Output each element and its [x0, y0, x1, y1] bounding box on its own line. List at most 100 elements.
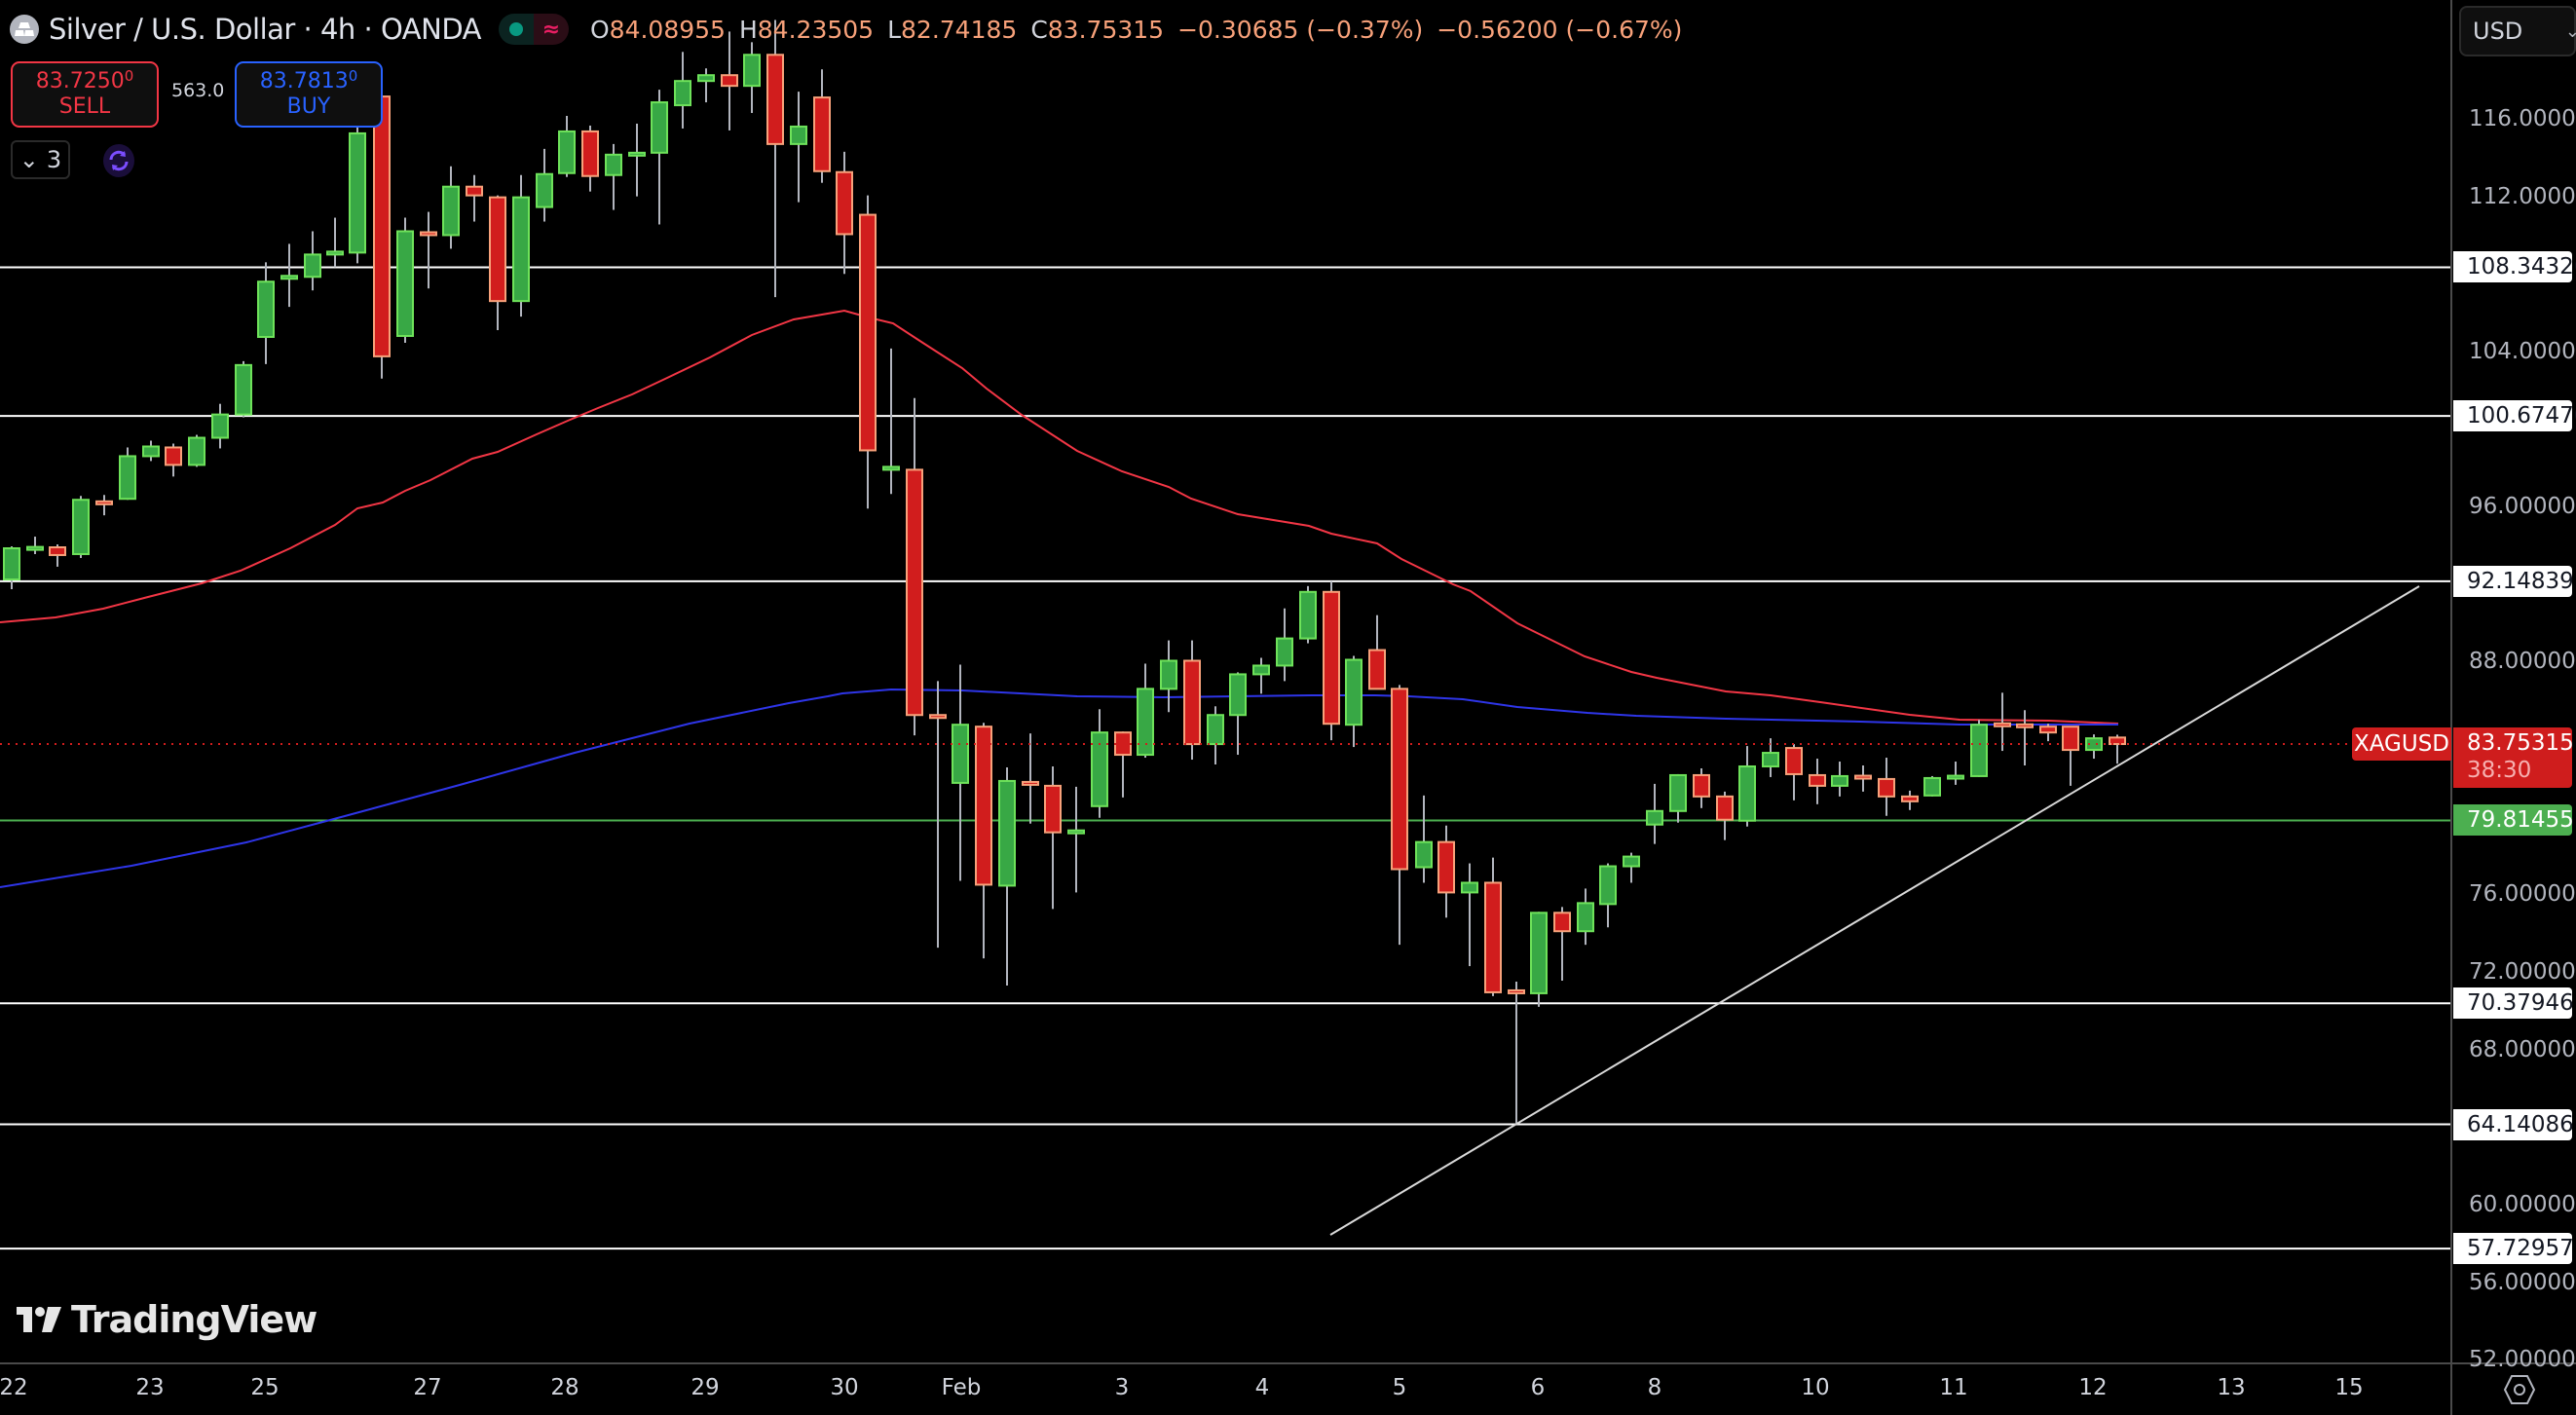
- moving-average-line: [0, 309, 2119, 725]
- symbol-tag: XAGUSD: [2352, 727, 2451, 762]
- candle: [326, 217, 344, 268]
- candle: [1923, 775, 1941, 797]
- price-tick-label: 112.00000: [2469, 183, 2576, 209]
- trendline[interactable]: [1329, 585, 2420, 1236]
- sell-price: 83.7250: [35, 69, 125, 93]
- logo-text: TradingView: [71, 1298, 317, 1341]
- time-tick-label: Feb: [941, 1375, 982, 1400]
- time-tick-label: 30: [830, 1375, 859, 1400]
- ohlc-high: H84.23505: [738, 15, 875, 44]
- candle: [3, 546, 20, 590]
- time-tick-label: 22: [0, 1375, 28, 1400]
- market-open-dot-icon: [498, 14, 534, 45]
- candle: [1137, 663, 1154, 759]
- candle: [1878, 758, 1895, 816]
- time-tick-label: 4: [1254, 1375, 1270, 1400]
- candle: [1183, 640, 1201, 761]
- candle: [1623, 852, 1640, 883]
- price-tick-label: 76.00000: [2469, 881, 2576, 908]
- ohlc-values: O84.08955 H84.23505 L82.74185 C83.75315 …: [590, 16, 1682, 44]
- ohlc-open: O84.08955: [589, 15, 726, 44]
- chevron-down-icon: ⌄: [2564, 20, 2576, 42]
- candle: [1207, 706, 1224, 765]
- bar-countdown: 38:30: [2467, 758, 2532, 784]
- candle: [1276, 608, 1293, 682]
- candle: [373, 84, 391, 379]
- price-tick-label: 116.00000: [2469, 106, 2576, 131]
- data-delay-icon: ≈: [533, 14, 569, 45]
- candle: [1091, 709, 1108, 818]
- candle: [119, 447, 136, 501]
- candle: [396, 217, 414, 343]
- candle: [813, 69, 831, 183]
- sell-button[interactable]: 83.72500 SELL: [11, 61, 159, 128]
- time-tick-label: 28: [550, 1375, 579, 1400]
- candle: [1437, 825, 1455, 918]
- candle: [1299, 585, 1317, 644]
- candle: [1831, 762, 1848, 797]
- candle: [674, 52, 691, 129]
- candle: [906, 397, 923, 736]
- price-tick-label: 88.00000: [2469, 649, 2576, 675]
- candle: [743, 42, 761, 114]
- candle: [188, 434, 205, 467]
- buy-price: 83.7813: [259, 69, 349, 93]
- price-tick-label: 56.00000: [2469, 1269, 2576, 1295]
- candle: [952, 664, 969, 881]
- settings-icon[interactable]: [2503, 1373, 2536, 1406]
- candle: [280, 243, 298, 308]
- candle: [442, 166, 460, 249]
- indicator-count: 3: [46, 146, 62, 173]
- current-price: 83.75315: [2467, 730, 2574, 757]
- candle: [882, 348, 900, 495]
- candle: [304, 231, 321, 291]
- market-status-pill[interactable]: ≈: [498, 14, 569, 45]
- trendline[interactable]: [1329, 585, 2420, 1236]
- candle: [466, 174, 483, 222]
- candle: [975, 723, 992, 959]
- price-tick-label: 52.00000: [2469, 1347, 2576, 1373]
- candle: [1345, 655, 1363, 748]
- tradingview-logo-icon: [17, 1307, 61, 1332]
- candle: [1044, 765, 1062, 910]
- moving-average-line: [0, 688, 2118, 888]
- time-tick-label: 3: [1114, 1375, 1130, 1400]
- candle: [1484, 857, 1502, 996]
- candle: [1067, 786, 1085, 893]
- candle: [1415, 795, 1433, 883]
- candle: [1669, 773, 1687, 823]
- candle: [628, 123, 646, 197]
- symbol-title[interactable]: Silver / U.S. Dollar · 4h · OANDA: [49, 13, 481, 46]
- candle: [2016, 710, 2034, 765]
- candle: [2062, 726, 2079, 786]
- candle: [929, 681, 947, 949]
- ohlc-close: C83.75315: [1030, 15, 1165, 44]
- buy-button[interactable]: 83.78130 BUY: [235, 61, 383, 128]
- chevron-down-icon: ⌄: [19, 146, 39, 173]
- tradingview-logo[interactable]: TradingView: [17, 1298, 317, 1341]
- candle: [1716, 791, 1734, 840]
- candle: [235, 360, 252, 418]
- time-tick-label: 8: [1647, 1375, 1662, 1400]
- time-tick-label: 29: [691, 1375, 720, 1400]
- candle: [420, 211, 437, 289]
- candle: [211, 403, 229, 449]
- indicators-collapse-button[interactable]: ⌄ 3: [11, 140, 70, 179]
- refresh-icon[interactable]: [103, 144, 134, 177]
- candle: [1693, 767, 1710, 808]
- candle: [581, 125, 599, 192]
- candle: [2039, 724, 2057, 742]
- price-tick-label: 72.00000: [2469, 959, 2576, 986]
- candle: [651, 90, 668, 225]
- price-tick-label: 68.00000: [2469, 1036, 2576, 1062]
- current-price-label: 83.75315 38:30: [2453, 727, 2574, 789]
- horizontal-levels[interactable]: [0, 266, 2451, 1250]
- time-tick-label: 27: [413, 1375, 442, 1400]
- currency-select[interactable]: USD ⌄: [2459, 6, 2576, 56]
- buy-label: BUY: [286, 94, 331, 119]
- candle: [1738, 746, 1756, 827]
- candle: [257, 262, 275, 364]
- candle: [1553, 907, 1571, 981]
- currency-value: USD: [2473, 18, 2523, 45]
